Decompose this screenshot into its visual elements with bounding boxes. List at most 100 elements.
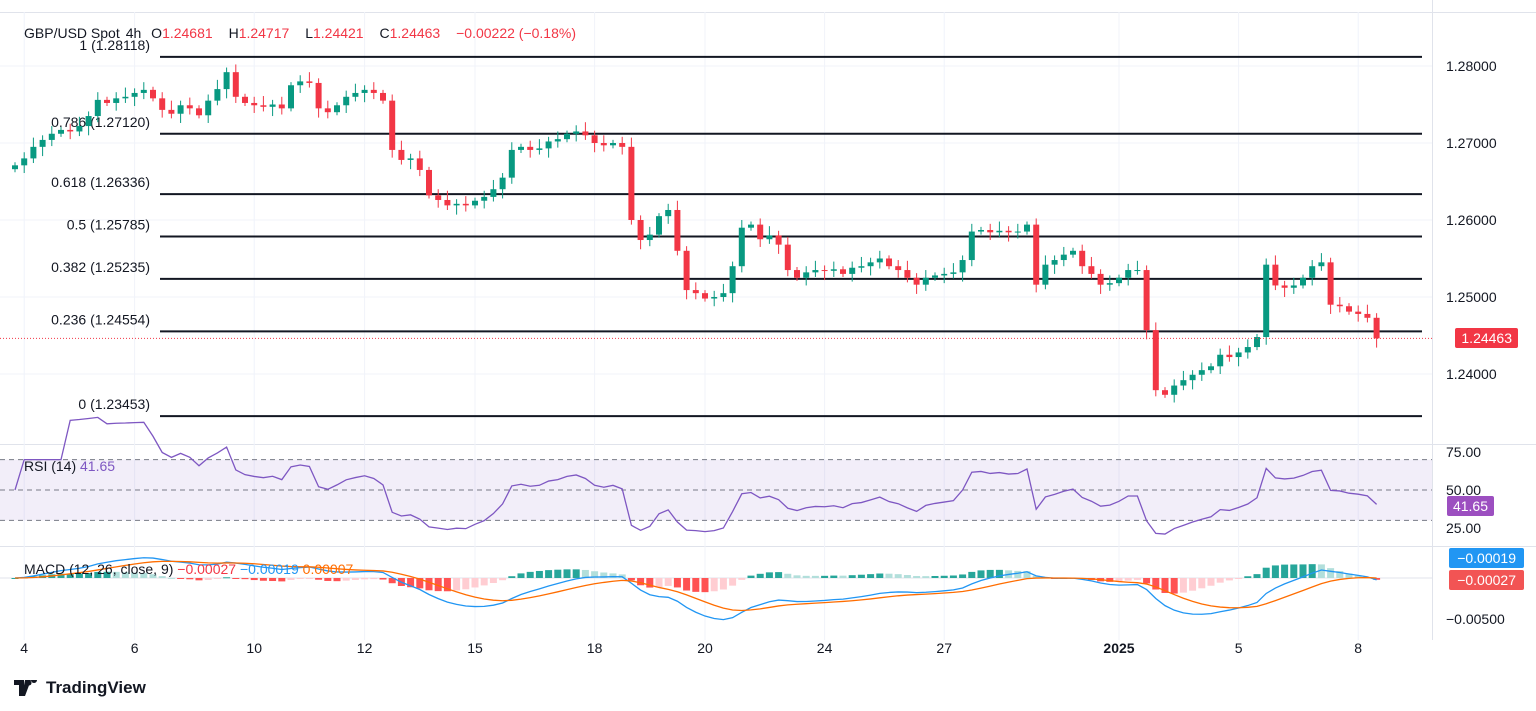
candle-down [692,290,699,294]
candle-down [104,99,110,103]
macd-histogram-bar [572,569,580,578]
rsi-tick-label: 75.00 [1446,444,1481,460]
candle-down [1364,313,1371,318]
price-axis-border [1432,0,1433,640]
macd-histogram-bar [361,578,369,580]
macd-legend: MACD (12, 26, close, 9) −0.00027 −0.0001… [24,561,353,577]
time-tick-label: 8 [1354,640,1362,656]
candle-up [978,230,984,232]
symbol-name[interactable]: GBP/USD Spot [24,25,120,41]
macd-histogram-bar [922,576,930,578]
candle-down [159,98,166,110]
candle-up [1116,277,1122,284]
candle-up [343,96,350,106]
macd-histogram-bar [213,578,221,579]
candle-down [398,149,405,160]
candle-up [1060,254,1067,261]
candle-up [720,293,727,297]
candle-up [959,260,966,273]
time-tick-label: 20 [697,640,713,656]
macd-histogram-bar [885,573,893,578]
macd-histogram-bar [1290,564,1298,578]
candle-down [306,81,313,83]
macd-histogram-bar [673,578,681,588]
candle-down [1272,264,1279,286]
macd-histogram-bar [747,575,755,578]
candle-up [1263,264,1270,338]
interval[interactable]: 4h [125,25,142,41]
candle-up [1125,270,1132,278]
candle-down [895,266,902,271]
pane-divider [0,546,1536,547]
macd-histogram-bar [434,578,442,592]
macd-histogram-bar [646,578,654,588]
candle-down [821,270,828,272]
macd-histogram-bar [443,578,451,592]
close-label: C [379,25,390,41]
candle-down [150,89,156,99]
candle-down [1079,250,1086,267]
candle-up [729,266,736,294]
candle-up [407,158,414,160]
candle-up [481,196,488,201]
candle-up [1309,266,1316,278]
macd-histogram-bar [508,576,516,578]
candle-down [444,199,451,206]
macd-histogram-bar [324,578,332,581]
macd-histogram-bar [719,578,727,590]
candle-up [932,275,938,278]
rsi-label[interactable]: RSI (14) [24,458,77,474]
time-tick-label: 6 [131,640,139,656]
macd-histogram-bar [986,569,994,578]
candle-down [278,104,285,109]
candle-down [1327,262,1334,305]
macd-histogram-bar [75,573,83,578]
macd-histogram-bar [1345,573,1353,578]
candle-down [1346,306,1352,312]
price-tick-label: 1.27000 [1446,135,1497,151]
candle-up [518,146,524,150]
macd-histogram-bar [1317,564,1325,578]
candle-up [646,234,653,241]
price-tick-label: 1.26000 [1446,212,1497,228]
macd-histogram-bar [738,578,746,580]
fib-level-label: 0.382 (1.25235) [51,259,150,275]
candle-down [987,230,994,233]
macd-histogram-bar [1253,574,1261,578]
candle-up [361,89,368,93]
macd-histogram-bar [526,571,534,578]
tradingview-logo-icon [14,680,37,696]
macd-histogram-bar [1299,564,1307,578]
candle-down [913,277,920,285]
macd-label[interactable]: MACD (12, 26, close, 9) [24,561,174,577]
change-value: −0.00222 (−0.18%) [456,25,576,41]
candle-up [711,297,718,299]
macd-hist-tag: −0.00027 [1449,570,1524,590]
candle-down [426,169,432,196]
macd-histogram-bar [223,577,231,579]
macd-histogram-bar [250,578,258,581]
candle-up [58,129,64,134]
tradingview-logo[interactable]: TradingView [14,678,146,698]
time-tick-label: 18 [587,640,603,656]
macd-histogram-bar [425,578,433,591]
macd-histogram-bar [977,570,985,578]
candle-up [297,81,304,86]
candle-up [1070,250,1076,255]
macd-histogram-bar [351,578,359,580]
macd-histogram-bar [131,572,139,578]
macd-histogram-bar [259,578,267,581]
macd-histogram-bar [1014,570,1022,578]
price-tick-label: 1.24000 [1446,366,1497,382]
top-border [0,12,1536,13]
candle-up [472,200,478,206]
macd-histogram-bar [563,569,571,578]
macd-line [14,557,1377,621]
macd-histogram-bar [186,578,194,580]
macd-line-value: −0.00019 [239,561,299,577]
macd-histogram-bar [1170,578,1178,594]
macd-signal-value: 0.00007 [302,561,354,577]
candle-up [490,189,497,197]
candle-up [665,209,672,217]
